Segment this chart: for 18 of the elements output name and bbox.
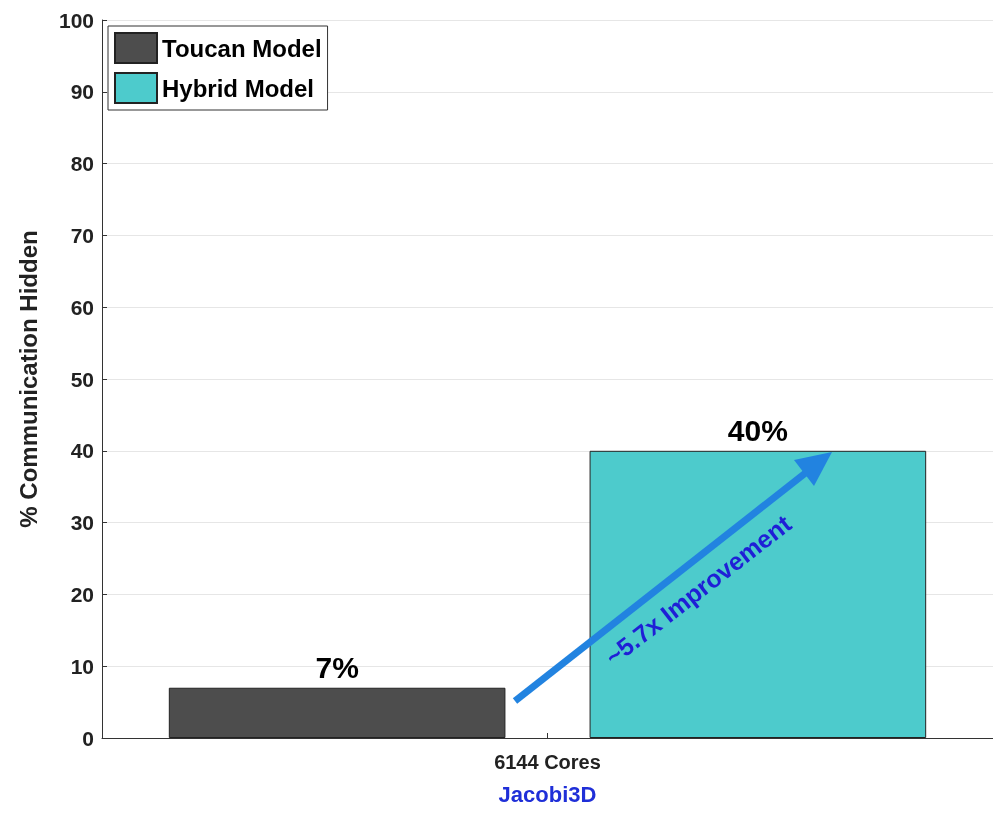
data-label: 40% [727,414,788,448]
y-tick-label: 40 [70,439,94,463]
y-tick-label: 90 [70,80,94,104]
y-tick-label: 50 [70,367,94,391]
data-label: 7% [315,651,359,685]
y-tick-label: 10 [70,654,94,678]
legend-label: Hybrid Model [162,74,315,102]
x-axis-title: Jacobi3D [498,781,597,807]
y-tick-label: 60 [70,295,94,319]
y-tick-label: 0 [82,726,94,750]
y-tick-label: 20 [70,582,94,606]
y-tick-label: 80 [70,152,94,176]
y-tick-label: 70 [70,223,94,247]
y-tick-label: 100 [58,8,94,32]
x-tick-label: 6144 Cores [494,751,601,773]
y-axis-title: % Communication Hidden [14,230,42,528]
legend-label: Toucan Model [162,34,322,62]
y-tick-label: 30 [70,511,94,535]
